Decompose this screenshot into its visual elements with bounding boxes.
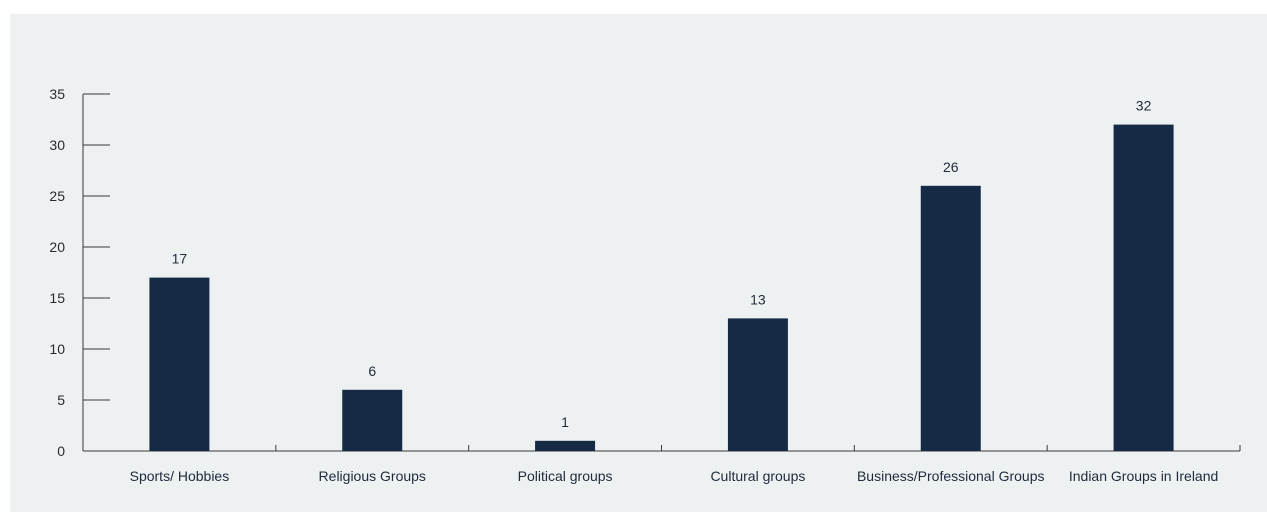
bar	[920, 185, 981, 452]
data-label: 26	[943, 159, 959, 175]
axes	[82, 94, 1241, 452]
chart-panel: 0 5 10 15 20 25 30 35 17 6 1 13 26 32 Sports/ Hobbie…	[10, 14, 1267, 512]
y-tick-label: 30	[49, 137, 65, 153]
data-label: 13	[750, 291, 766, 307]
data-label: 1	[561, 414, 569, 430]
y-tick-label: 20	[49, 239, 65, 255]
x-axis-labels: Sports/ Hobbies Religious Groups Political…	[130, 468, 1219, 484]
y-tick-label: 10	[49, 341, 65, 357]
bar	[535, 440, 596, 451]
y-tick-label: 35	[49, 86, 65, 102]
bar-chart: 0 5 10 15 20 25 30 35 17 6 1 13 26 32 Sports/ Hobbie…	[10, 14, 1267, 512]
bar	[1113, 124, 1174, 451]
data-label: 32	[1136, 98, 1152, 114]
category-label: Cultural groups	[710, 468, 805, 484]
y-tick-label: 5	[57, 392, 65, 408]
category-label: Religious Groups	[319, 468, 426, 484]
data-labels: 17 6 1 13 26 32	[172, 98, 1152, 430]
y-tick-label: 25	[49, 188, 65, 204]
bar	[727, 318, 788, 451]
bars	[149, 124, 1174, 452]
data-label: 17	[172, 251, 188, 267]
bar	[342, 389, 403, 451]
category-label: Political groups	[518, 468, 613, 484]
chart-background	[10, 14, 1267, 512]
y-tick-label: 15	[49, 290, 65, 306]
category-label: Indian Groups in Ireland	[1069, 468, 1218, 484]
y-axis-ticks: 0 5 10 15 20 25 30 35	[49, 86, 110, 459]
bar	[149, 277, 210, 451]
data-label: 6	[368, 363, 376, 379]
category-label: Sports/ Hobbies	[130, 468, 230, 484]
y-tick-label: 0	[57, 443, 65, 459]
category-label: Business/Professional Groups	[857, 468, 1045, 484]
